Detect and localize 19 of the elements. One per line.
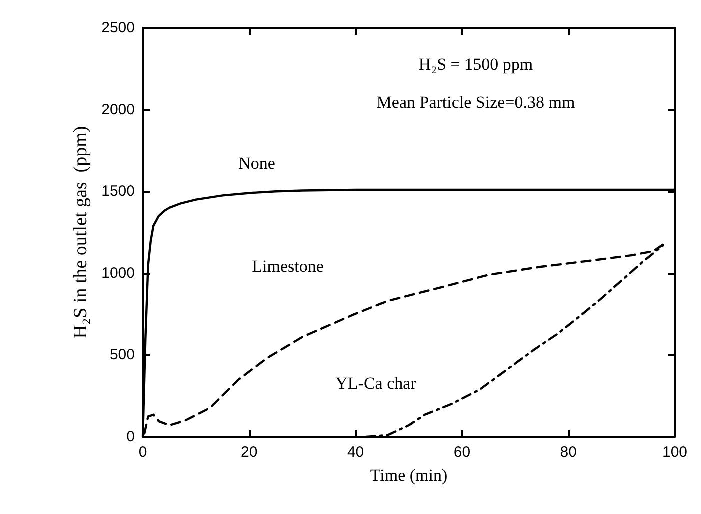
annotation: H₂S = 1500 ppm xyxy=(418,55,534,74)
y-tick-label: 2500 xyxy=(102,20,135,36)
x-tick-label: 20 xyxy=(241,444,258,461)
y-tick-label: 500 xyxy=(110,346,135,364)
x-axis-title: Time (min) xyxy=(370,466,448,485)
y-tick-label: 0 xyxy=(126,428,135,446)
y-tick-label: 1500 xyxy=(102,183,135,200)
y-tick-label: 2000 xyxy=(102,101,135,118)
x-tick-label: 100 xyxy=(662,444,688,461)
series-label: None xyxy=(238,154,276,173)
x-tick-label: 60 xyxy=(454,444,471,461)
text: Limestone xyxy=(252,257,324,276)
y-tick-label: 1000 xyxy=(102,264,135,282)
x-tick-label: 80 xyxy=(560,444,577,461)
series-label: YL-Ca char xyxy=(336,374,417,393)
x-tick-label: 0 xyxy=(138,444,148,461)
annotation: Mean Particle Size=0.38 mm xyxy=(376,93,576,112)
y-axis-title: H₂S in the outlet gas (ppm) xyxy=(70,126,92,339)
x-tick-label: 40 xyxy=(347,444,364,461)
